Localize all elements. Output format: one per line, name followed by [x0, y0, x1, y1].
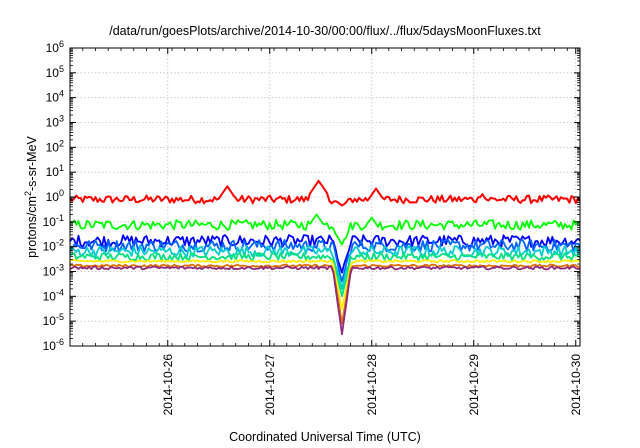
y-axis-label: protons/cm2-s-sr-MeV [23, 135, 39, 257]
y-tick-label: 101 [46, 163, 64, 179]
x-tick-label: 2014-10-27 [263, 354, 277, 416]
series-line [69, 179, 581, 207]
series-line [69, 234, 581, 274]
y-tick-label: 105 [46, 64, 64, 80]
y-tick-label: 10-5 [43, 312, 64, 328]
series-line [69, 263, 581, 325]
series-lines [69, 179, 581, 336]
y-tick-label: 106 [46, 39, 64, 55]
series-line [69, 251, 581, 298]
y-tick-label: 102 [46, 138, 64, 154]
y-tick-label: 10-1 [43, 213, 64, 229]
series-line [69, 265, 581, 336]
axis-ticks [69, 47, 581, 347]
y-tick-label: 104 [46, 89, 64, 105]
series-line [69, 245, 581, 290]
series-line [69, 259, 581, 311]
y-tick-label: 10-2 [43, 238, 64, 254]
y-tick-label: 10-4 [43, 287, 64, 303]
y-tick-labels: 10-6 10-5 10-4 10-3 10-2 10-1 100 101 102 103 104 1… [43, 39, 64, 353]
y-tick-label: 10-3 [43, 263, 64, 279]
x-tick-label: 2014-10-28 [365, 354, 379, 416]
series-line [69, 213, 581, 246]
y-tick-label: 103 [46, 114, 64, 130]
x-tick-label: 2014-10-29 [467, 354, 481, 416]
x-tick-label: 2014-10-26 [161, 354, 175, 416]
y-tick-label: 10-6 [43, 337, 64, 353]
y-tick-label: 100 [46, 188, 64, 204]
x-axis-label: Coordinated Universal Time (UTC) [229, 430, 421, 444]
x-tick-label: 2014-10-30 [569, 354, 583, 416]
x-tick-labels: 2014-10-26 2014-10-27 2014-10-28 2014-10-29… [161, 354, 583, 416]
chart-title: /data/run/goesPlots/archive/2014-10-30/0… [109, 24, 541, 38]
